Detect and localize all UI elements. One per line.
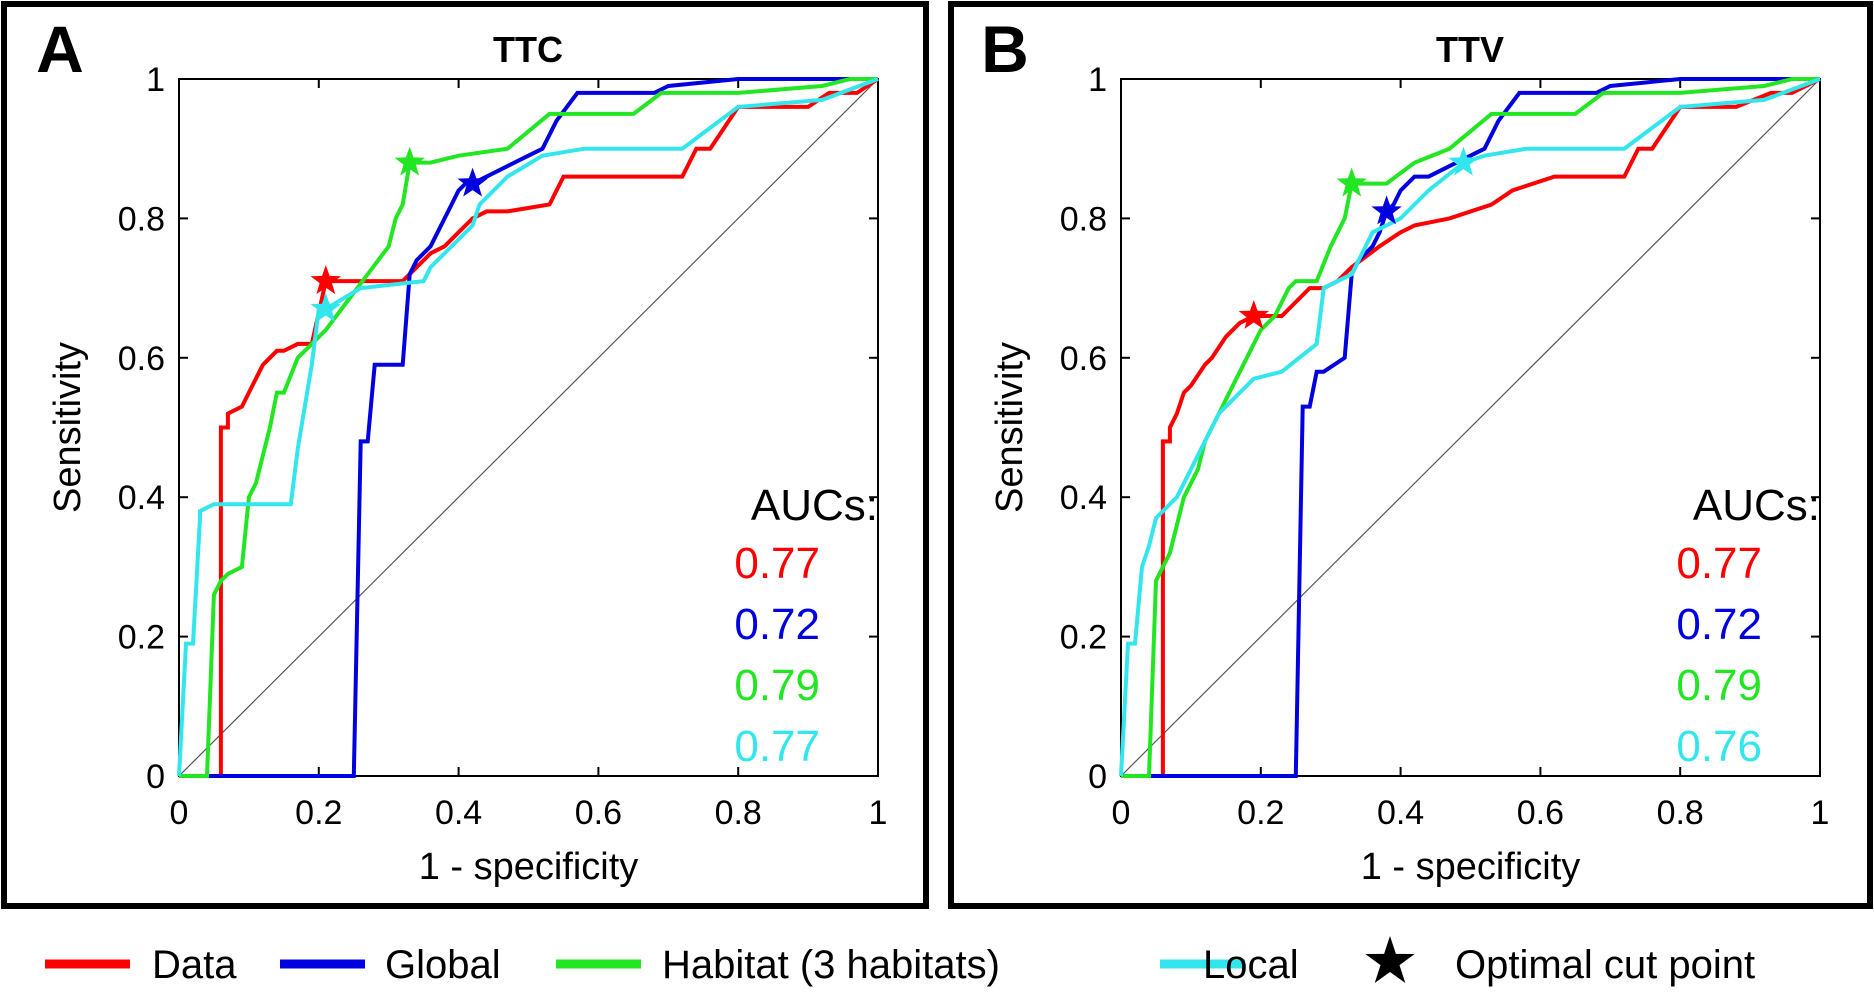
auc-heading: AUCs: [1693, 481, 1820, 530]
y-tick-label: 1 [146, 61, 165, 99]
x-tick-label: 0.4 [435, 794, 482, 832]
x-tick-label: 1 [1811, 794, 1830, 832]
roc-line-data [179, 77, 880, 778]
legend-label-data: Data [152, 943, 237, 987]
y-tick-label: 0.8 [118, 200, 165, 238]
chance-diagonal [178, 78, 879, 777]
x-tick-label: 0.8 [715, 794, 762, 832]
auc-value-local: 0.77 [734, 722, 820, 771]
x-tick-label: 0.6 [1517, 794, 1564, 832]
y-tick-label: 0.2 [1060, 619, 1107, 657]
panel-b-title: TTV [1436, 29, 1504, 70]
roc-line-habitat [179, 77, 878, 778]
x-tick-label: 1 [869, 794, 888, 832]
legend-label-local: Local [1203, 943, 1299, 987]
panel-b-frame [948, 1, 1873, 909]
cut-point-star-data [1238, 300, 1269, 329]
panel-a-title: TTC [493, 29, 563, 70]
auc-value-global: 0.72 [1676, 600, 1762, 649]
y-tick-label: 0 [146, 758, 165, 796]
legend-label-global: Global [385, 943, 501, 987]
auc-value-local: 0.76 [1676, 722, 1762, 771]
auc-value-habitat: 0.79 [1676, 661, 1762, 710]
x-tick-label: 0 [1112, 794, 1131, 832]
panel-b-axes-box [1120, 78, 1821, 777]
legend-label-cut-point: Optimal cut point [1455, 943, 1755, 987]
auc-heading: AUCs: [751, 481, 878, 530]
panel-b-letter: B [981, 12, 1029, 86]
y-axis-label: Sensitivity [989, 342, 1031, 513]
panel-b: B TTV 0 0.2 0.4 0.6 0.8 1 0 0.2 0.4 0.6 0.8 1 1 - spec… [981, 12, 1829, 888]
legend: Data Global Habitat (3 habitats) Local Optim… [45, 936, 1755, 987]
x-axis-label: 1 - specificity [1361, 846, 1581, 888]
cut-point-star-global [457, 167, 488, 197]
roc-line-global [1121, 77, 1820, 778]
y-tick-label: 0.4 [1060, 479, 1107, 517]
y-tick-label: 0.6 [118, 340, 165, 378]
auc-value-data: 0.77 [734, 539, 820, 588]
panel-a-axes-box [178, 78, 879, 777]
auc-value-global: 0.72 [734, 600, 820, 649]
roc-line-local [1119, 77, 1821, 777]
x-tick-label: 0.6 [575, 794, 622, 832]
x-tick-label: 0.2 [1237, 794, 1284, 832]
y-tick-label: 0.2 [118, 619, 165, 657]
y-tick-label: 0.4 [118, 479, 165, 517]
y-tick-label: 0.6 [1060, 340, 1107, 378]
roc-line-habitat [1121, 77, 1820, 778]
auc-value-habitat: 0.79 [734, 661, 820, 710]
panel-a-letter: A [36, 12, 84, 86]
cut-point-star-data [310, 265, 341, 295]
x-tick-label: 0.4 [1377, 794, 1424, 832]
auc-value-data: 0.77 [1676, 539, 1762, 588]
cut-point-star-local [1448, 146, 1479, 176]
legend-label-habitat: Habitat (3 habitats) [662, 943, 1000, 987]
y-tick-label: 0.8 [1060, 200, 1107, 238]
x-tick-label: 0.2 [295, 794, 342, 832]
x-tick-label: 0 [170, 794, 189, 832]
cut-point-star-habitat [394, 146, 425, 176]
legend-star-icon [1365, 936, 1415, 983]
cut-point-star-local [310, 293, 341, 322]
y-tick-label: 0 [1088, 758, 1107, 796]
roc-line-global [179, 77, 878, 778]
panel-a-frame [1, 1, 929, 909]
cut-point-star-habitat [1336, 167, 1367, 197]
chance-diagonal [1120, 78, 1821, 777]
panel-a: A TTC 0 0.2 0.4 0.6 0.8 1 0 0.2 0.4 0.6 0.8 1 1 - spec… [36, 12, 887, 888]
x-tick-label: 0.8 [1657, 794, 1704, 832]
y-tick-label: 1 [1088, 61, 1107, 99]
x-axis-label: 1 - specificity [419, 846, 639, 888]
roc-line-local [177, 77, 879, 777]
cut-point-star-global [1371, 195, 1402, 225]
y-axis-label: Sensitivity [47, 342, 89, 513]
